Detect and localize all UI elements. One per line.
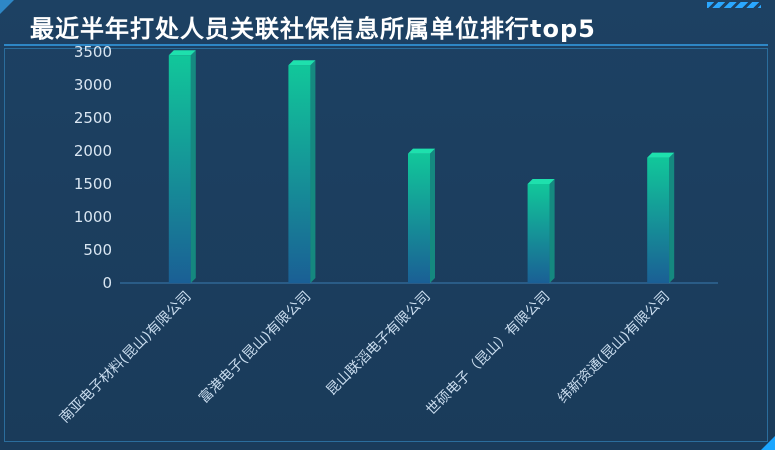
bar-front: [168, 55, 191, 283]
y-tick-label: 0: [102, 274, 112, 292]
bar-side: [669, 152, 675, 283]
bar-side: [310, 60, 316, 284]
bar-side: [190, 50, 196, 283]
bar-front: [408, 153, 430, 283]
y-tick-label: 500: [83, 241, 112, 259]
bar-top: [647, 152, 675, 158]
bar: [527, 179, 555, 283]
bar-front: [647, 157, 670, 283]
y-tick-label: 2500: [74, 109, 112, 127]
bar: [288, 60, 316, 284]
bar-top: [288, 60, 316, 66]
bar-side: [430, 148, 435, 283]
y-tick-label: 3500: [74, 43, 112, 61]
bar: [408, 148, 435, 283]
bar-front: [527, 184, 550, 283]
chart-title: 最近半年打处人员关联社保信息所属单位排行top5: [30, 15, 596, 43]
chart-frame: [4, 48, 768, 442]
y-tick-label: 1000: [74, 208, 112, 226]
y-tick-label: 3000: [74, 76, 112, 94]
header-stripe-decoration: [707, 2, 761, 8]
y-axis: 0 500 1000 1500 2000 2500 3000 3500: [74, 43, 112, 292]
x-axis: 南亚电子材料(昆山)有限公司 富港电子(昆山)有限公司 昆山联滔电子有限公司世硕电子…: [57, 288, 673, 427]
bar-side: [549, 179, 555, 283]
bar-front: [288, 65, 311, 283]
x-tick-label: 纬新资通(昆山)有限公司: [555, 289, 673, 407]
corner-decoration-bottom-right: [761, 436, 775, 450]
x-tick-label: 昆山联滔电子有限公司: [324, 289, 434, 399]
bar-top: [168, 50, 196, 56]
bar: [168, 50, 196, 283]
y-tick-label: 2000: [74, 142, 112, 160]
x-tick-label: 世硕电子（昆山）有限公司: [423, 289, 553, 419]
bar-top: [408, 148, 435, 154]
bar-top: [527, 179, 555, 184]
y-tick-label: 1500: [74, 175, 112, 193]
x-tick-label: 富港电子(昆山)有限公司: [195, 288, 314, 407]
bar: [647, 152, 675, 283]
header-divider: [4, 44, 768, 46]
x-tick-label: 南亚电子材料(昆山)有限公司: [57, 289, 195, 427]
bar-series: [168, 50, 675, 284]
corner-decoration-top-left: [0, 0, 14, 14]
